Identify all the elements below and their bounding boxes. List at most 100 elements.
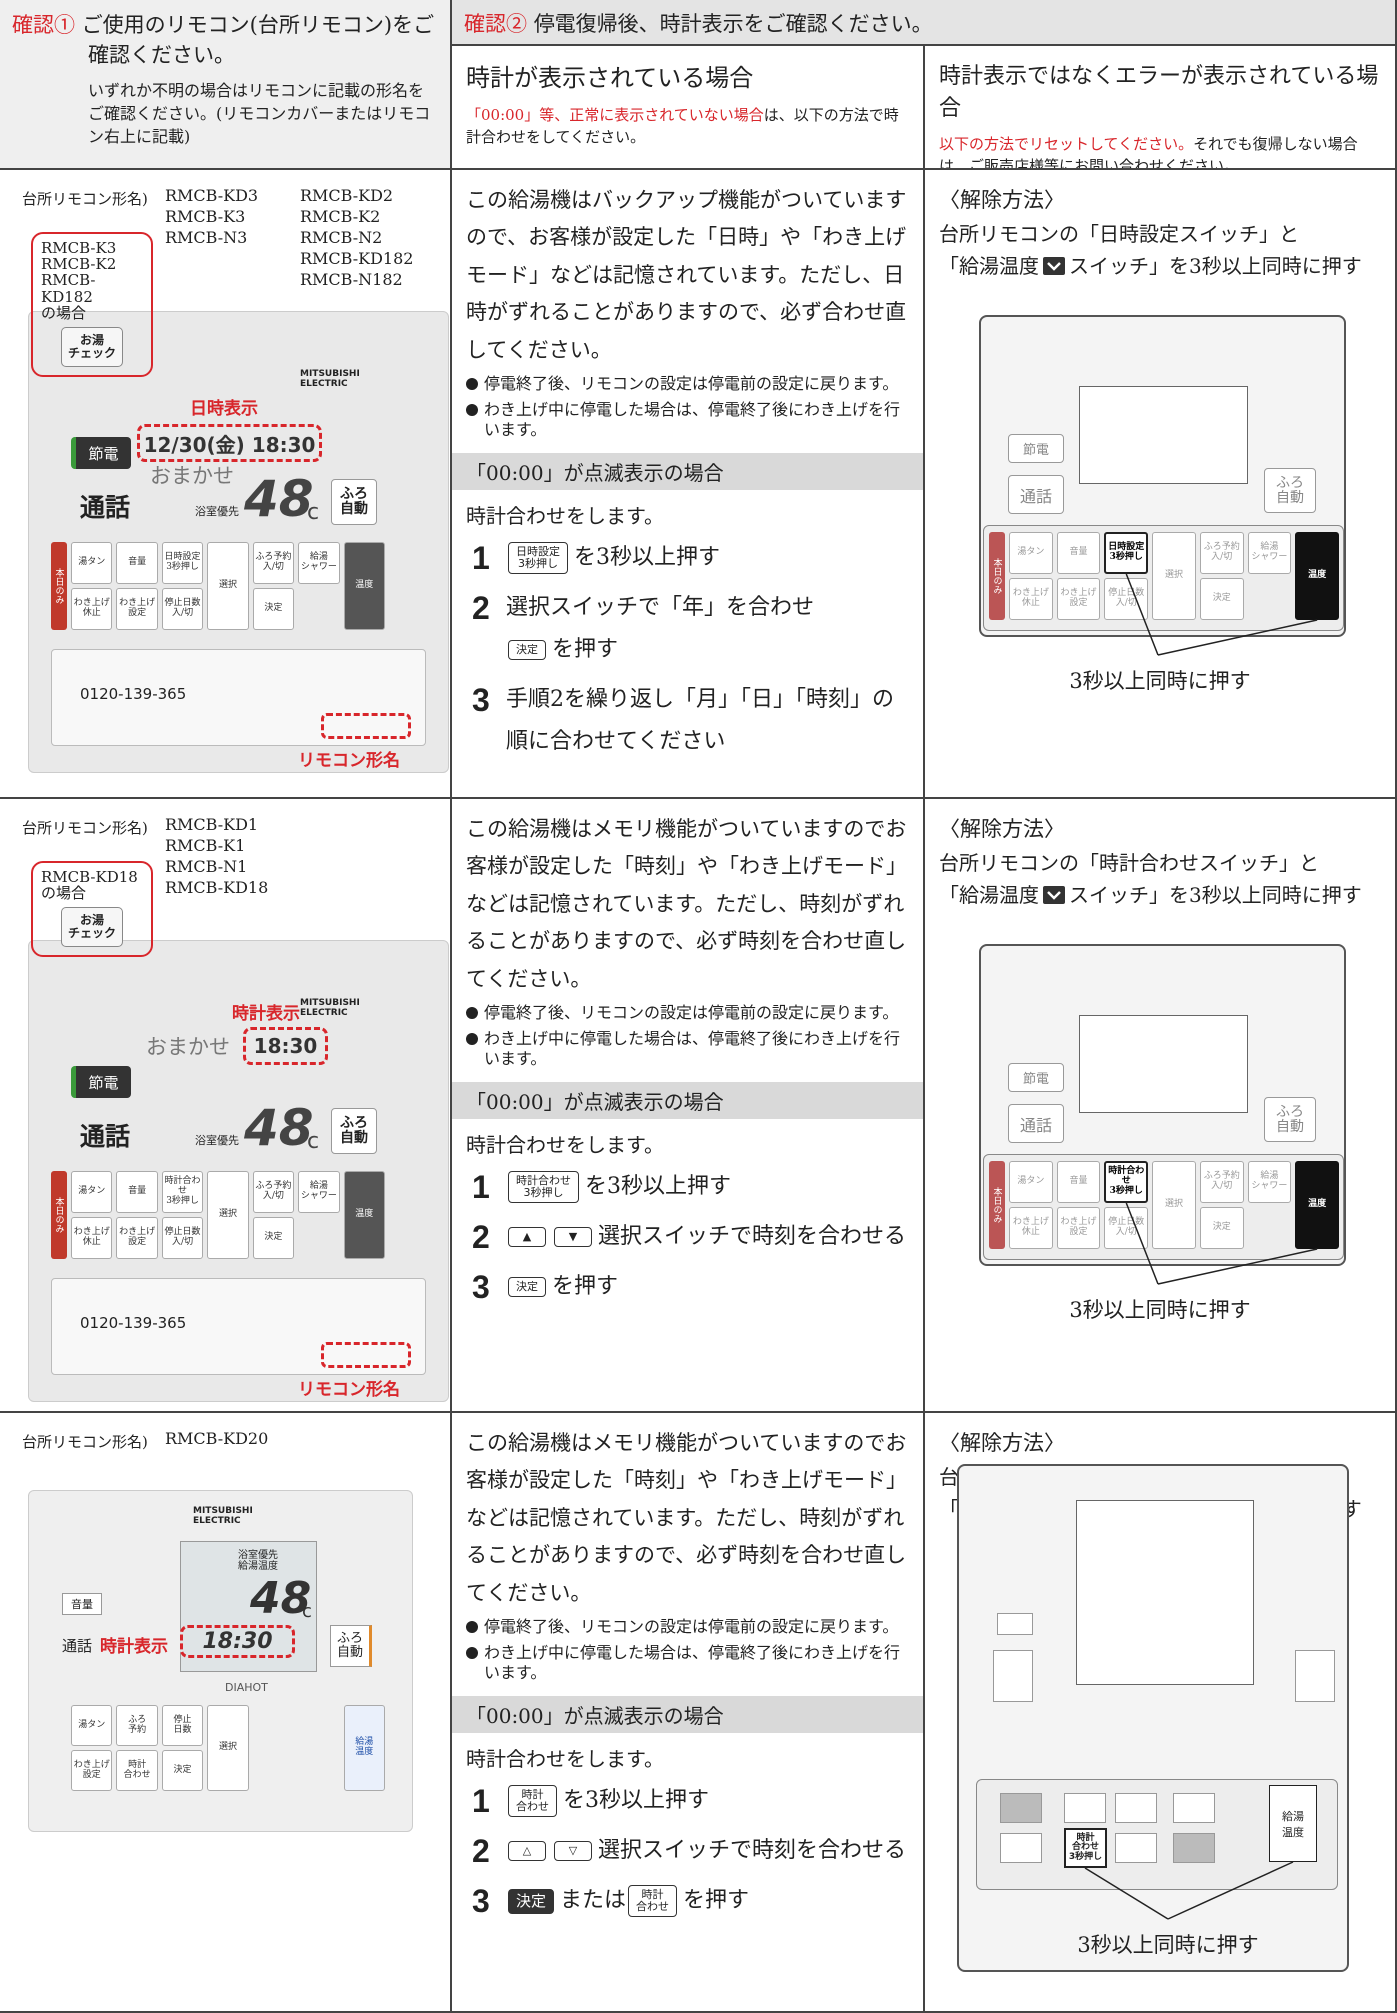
key-icon: ▽	[554, 1841, 592, 1862]
panel-button: わき上げ 休止	[71, 588, 113, 630]
error-note-text: それでも復帰しない場合は、ご販売店様等にお問い合わせください。	[939, 135, 1358, 170]
model-name: RMCB-K1	[165, 836, 246, 855]
diagram-highlight-button: 時計 合わせ 3秒押し	[1064, 1828, 1107, 1868]
release-text-before: 「給湯温度	[939, 883, 1039, 907]
phone-number: 0120-139-365	[80, 685, 187, 703]
panel-button: わき上げ 設定	[116, 588, 158, 630]
release-line1: 台所リモコンの「日時設定スイッチ」と	[939, 222, 1299, 246]
step: 3 決定 または 時計 合わせ を押す	[472, 1880, 909, 1922]
side-label: 本日のみ	[989, 1161, 1005, 1249]
step-number: 2	[472, 1219, 490, 1256]
header-check2: 確認② 停電復帰後、時計表示をご確認ください。	[452, 0, 1397, 46]
temp-unit: c	[302, 1601, 312, 1622]
key-icon: 時計 合わせ	[628, 1885, 678, 1918]
step-number: 1	[472, 540, 490, 577]
panel-button: 日時設定 3秒押し	[1104, 532, 1149, 574]
model-cell: 台所リモコン形名) RMCB-KD3 RMCB-K3 RMCB-N3 RMCB-KD2 R…	[0, 170, 452, 799]
step-line: 日時設定 3秒押し を3秒以上押す	[506, 537, 909, 579]
panel-button: 時計合わせ 3秒押し	[161, 1171, 204, 1213]
check2-title: 停電復帰後、時計表示をご確認ください。	[533, 12, 933, 36]
temp-key-top: 給湯	[1282, 1809, 1304, 1823]
step: 1 日時設定 3秒押し を3秒以上押す	[472, 537, 909, 579]
key-icon: 時計合わせ 3秒押し	[508, 1171, 579, 1204]
model-name: RMCB-KD3	[165, 186, 259, 205]
panel-button: 湯タン	[71, 1705, 113, 1746]
key-icon: 時計 合わせ	[508, 1785, 557, 1818]
bath-button: ふろ 自動	[330, 1625, 372, 1667]
step-body: 時計合わせ 3秒押し を3秒以上押す	[506, 1166, 909, 1208]
release-line1: 台所リモコンの「時計合わせスイッチ」と	[939, 851, 1319, 875]
panel-button: 停止日数 入/切	[1104, 1207, 1149, 1249]
panel-button: 音量	[116, 542, 158, 584]
panel-button: わき上げ 設定	[71, 1750, 113, 1791]
bullet-dot	[466, 403, 478, 416]
brand: MITSUBISHI ELECTRIC	[300, 369, 360, 389]
step: 3 決定 を押す	[472, 1266, 909, 1308]
panel-button: 音量	[1056, 532, 1101, 574]
release-line2: 「給湯温度 スイッチ」を3秒以上同時に押す	[939, 250, 1389, 282]
check2-label: 確認②	[464, 12, 527, 36]
info-panel	[51, 1278, 426, 1375]
panel-button: 時計 合わせ	[116, 1750, 158, 1791]
step-number: 1	[472, 1783, 490, 1820]
clock-box: 18:30	[243, 1027, 328, 1065]
callout: RMCB-KD18 の場合お湯 チェック	[31, 861, 153, 958]
step-text: または	[560, 1888, 627, 1914]
step-line: 時計合わせ 3秒押し を3秒以上押す	[506, 1166, 909, 1208]
side-label: 本日のみ	[51, 542, 67, 630]
step-line: 手順2を繰り返し「月」「日」「時刻」の順に合わせてください	[506, 679, 909, 763]
panel-button: わき上げ 設定	[1056, 578, 1101, 620]
bullet-dot	[466, 1032, 478, 1045]
temp-button: 温度	[1295, 532, 1339, 620]
clock-box: 18:30	[180, 1625, 295, 1658]
check1-note: いずれか不明の場合はリモコンに記載の形名をご確認ください。(リモコンカバーまたは…	[88, 80, 431, 147]
icon-chevron	[1047, 262, 1061, 271]
header-normal: 時計が表示されている場合 「00:00」等、正常に表示されていない場合は、以下の…	[452, 46, 925, 170]
diagram-screen	[1079, 1015, 1248, 1113]
diagram-blank-button	[1064, 1793, 1106, 1823]
callout-text: RMCB-KD18 の場合	[41, 868, 138, 903]
step-number: 2	[472, 1833, 490, 1870]
release-cell: 〈解除方法〉台所リモコンの「時計合わせスイッチ」と「給湯温度 スイッチ」を3秒以上…	[925, 799, 1397, 1413]
model-name: RMCB-K3	[165, 207, 246, 226]
header-error: 時計表示ではなくエラーが表示されている場合 以下の方法でリセットしてください。そ…	[925, 46, 1397, 170]
release-text-before: 「給湯温度	[939, 254, 1039, 278]
temp-button: 温度	[343, 1171, 385, 1259]
step-text: を押す	[552, 1274, 619, 1300]
diagram-call: 通話	[1008, 1104, 1064, 1143]
callout: RMCB-K3 RMCB-K2 RMCB-KD182 の場合 お湯 チェック	[31, 232, 153, 377]
step: 2 ▲ ▼ 選択スイッチで時刻を合わせる	[472, 1216, 909, 1258]
bullet-text: 停電終了後、リモコンの設定は停電前の設定に戻ります。	[484, 373, 899, 393]
panel-button: 湯タン	[71, 542, 113, 584]
normal-note-red: 「00:00」等、正常に表示されていない場合	[466, 106, 764, 124]
bullet-text: わき上げ中に停電した場合は、停電終了後にわき上げを行います。	[484, 399, 901, 440]
step-line: 時計 合わせ を3秒以上押す	[506, 1780, 909, 1822]
down-switch-icon	[1043, 886, 1065, 904]
model-name: RMCB-KD1	[165, 815, 259, 834]
step-body: 決定 を押す	[506, 1266, 909, 1308]
step-text: を押す	[683, 1888, 750, 1914]
bath-button: ふろ 自動	[331, 1108, 377, 1154]
step-number: 2	[472, 590, 490, 627]
check-button: お湯 チェック	[61, 907, 123, 948]
volume-button: 音量	[62, 1593, 102, 1615]
blink-header: 「00:00」が点滅表示の場合	[452, 1696, 923, 1734]
panel-button: 給湯 シャワー	[1247, 1161, 1292, 1203]
bullet-text: 停電終了後、リモコンの設定は停電前の設定に戻ります。	[484, 1002, 899, 1022]
bath-button: ふろ 自動	[331, 479, 377, 525]
panel-button: 給湯 シャワー	[298, 542, 340, 584]
bullet: 停電終了後、リモコンの設定は停電前の設定に戻ります。	[466, 1003, 909, 1024]
diagram-screen	[1076, 1500, 1254, 1685]
call-label: 通話	[80, 1122, 131, 1151]
panel-button: わき上げ 休止	[71, 1217, 113, 1259]
normal-note-text: は、以下の方法で時計合わせをしてください。	[466, 106, 899, 146]
panel-button: 時計合わせ 3秒押し	[1104, 1161, 1149, 1203]
diagram-screen	[1079, 386, 1248, 484]
bullet: 停電終了後、リモコンの設定は停電前の設定に戻ります。	[466, 1617, 909, 1638]
step: 1 時計合わせ 3秒押し を3秒以上押す	[472, 1166, 909, 1208]
key-icon: 決定	[508, 1889, 555, 1914]
panel-button: ふろ予約 入/切	[1199, 1161, 1244, 1203]
panel-button: 給湯 シャワー	[1247, 532, 1292, 574]
step-body: △ ▽ 選択スイッチで時刻を合わせる	[506, 1830, 909, 1872]
diagram-blank-button	[1000, 1793, 1042, 1823]
